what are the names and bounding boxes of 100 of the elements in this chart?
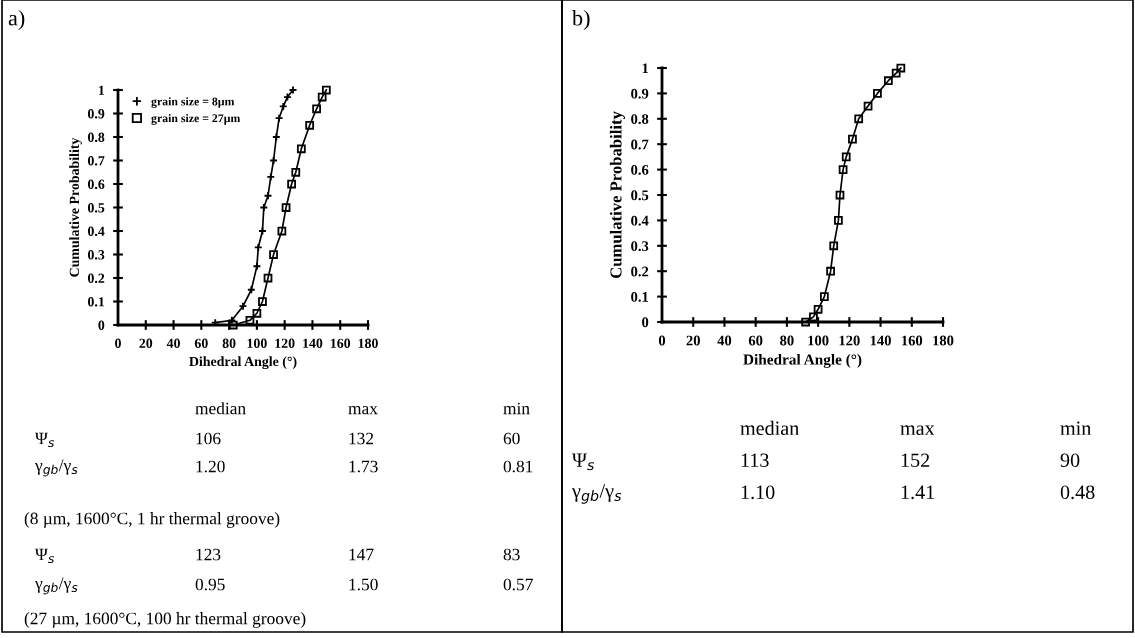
x-tick-label: 60	[748, 335, 763, 346]
point	[863, 101, 873, 111]
x-tick-label: 100	[247, 338, 267, 348]
text: 123	[196, 548, 221, 561]
x-tick-label: 160	[902, 335, 923, 346]
x-tick-label: 80	[780, 335, 794, 346]
y-tick-label: 0.9	[631, 88, 649, 99]
y-tick-label: 0.8	[87, 132, 105, 143]
text: 0.81	[503, 460, 533, 473]
x-tick-label: 120	[275, 338, 295, 348]
y-tick-label: 0.1	[87, 297, 105, 307]
x-tick-label: 180	[358, 338, 378, 348]
text: (8 µm, 1600°C, 1 hr thermal groove)	[24, 512, 280, 528]
text: 1.50	[349, 578, 378, 591]
x-tick-label: 80	[222, 338, 236, 348]
text: min	[503, 402, 530, 415]
point	[263, 273, 273, 283]
y-tick-label: 1	[642, 63, 649, 74]
x-tick-label: 0	[115, 338, 121, 348]
text: 60	[503, 432, 520, 445]
text: Ψ$_{s}$	[35, 548, 55, 564]
x-tick-label: 120	[839, 335, 860, 346]
point	[305, 120, 315, 130]
x-tick-label: 140	[870, 335, 891, 346]
y-tick-label: 0.7	[87, 156, 105, 166]
y-tick-label: 0	[98, 320, 105, 330]
y-tick-label: 0.6	[87, 179, 105, 190]
text: 1.41	[901, 485, 935, 500]
x-tick-label: 20	[139, 338, 153, 348]
y-tick-label: 0.1	[631, 291, 649, 302]
text: γ$_{gb}$/γ$_{s}$	[34, 459, 78, 477]
point	[287, 179, 296, 189]
y-tick-label: 0.2	[87, 273, 105, 284]
x-tick-label: 40	[717, 335, 732, 346]
point	[838, 165, 848, 174]
text: 1.20	[196, 460, 225, 473]
y-tick-label: 0	[642, 317, 649, 328]
text: min	[1060, 421, 1092, 435]
text: 152	[901, 453, 930, 468]
point	[854, 114, 864, 124]
point	[835, 190, 845, 200]
text: 0.48	[1060, 485, 1095, 500]
text: 106	[196, 432, 221, 445]
y-tick-label: 0.8	[631, 114, 649, 125]
point	[291, 167, 301, 177]
text: 0.57	[503, 578, 533, 591]
x-tick-label: 160	[330, 338, 351, 348]
y-tick-label: 0.3	[631, 241, 649, 252]
text: 132	[349, 432, 374, 445]
point	[296, 144, 306, 154]
text: 1.10	[741, 485, 775, 500]
point	[896, 63, 906, 73]
y-tick-label: 0.4	[631, 215, 649, 226]
point	[813, 304, 823, 314]
chart-title: a)	[8, 9, 25, 31]
x-tick-label: 180	[933, 335, 954, 346]
x-tick-label: 60	[194, 338, 208, 348]
point	[891, 68, 901, 78]
x-tick-label: 0	[658, 335, 666, 346]
text: 83	[503, 548, 520, 561]
point	[819, 292, 829, 301]
point	[321, 85, 331, 95]
text: max	[900, 425, 935, 436]
point	[848, 134, 857, 144]
chart-title: b)	[572, 9, 590, 31]
point	[281, 203, 291, 212]
y-tick-label: 0.4	[87, 226, 105, 237]
point	[873, 89, 882, 98]
legend-label: grain size = 8µm	[151, 97, 235, 108]
point	[826, 266, 835, 276]
y-tick-label: 0.5	[631, 190, 649, 201]
text: γ$_{gb}$/γ$_{s}$	[571, 484, 622, 504]
x-axis-title: Dihedral Angle (°)	[189, 356, 297, 370]
text: median	[740, 420, 799, 436]
text: 0.95	[195, 578, 225, 591]
y-tick-label: 0.3	[87, 250, 105, 260]
y-axis-title: Cumulative Probability	[69, 137, 82, 277]
y-tick-label: 0.2	[631, 266, 649, 277]
text: 147	[349, 548, 374, 561]
y-tick-label: 1	[98, 85, 105, 95]
point	[809, 312, 818, 322]
legend-label: grain size = 27µm	[151, 113, 241, 125]
text: 113	[741, 453, 769, 468]
y-tick-label: 0.9	[87, 109, 105, 119]
y-axis-title: Cumulative Probability	[609, 111, 626, 279]
point	[245, 315, 255, 325]
point	[269, 250, 278, 259]
point	[883, 76, 893, 86]
x-tick-label: 140	[303, 338, 323, 348]
y-tick-label: 0.5	[87, 203, 105, 213]
point	[252, 308, 262, 318]
point	[312, 104, 321, 114]
point	[829, 241, 839, 251]
x-tick-label: 100	[808, 335, 829, 346]
x-axis-title: Dihedral Angle (°)	[743, 353, 862, 368]
point	[277, 226, 287, 236]
text: Ψ$_{s}$	[35, 432, 55, 448]
x-tick-label: 20	[686, 335, 700, 346]
text: median	[195, 402, 246, 415]
point	[834, 216, 843, 225]
